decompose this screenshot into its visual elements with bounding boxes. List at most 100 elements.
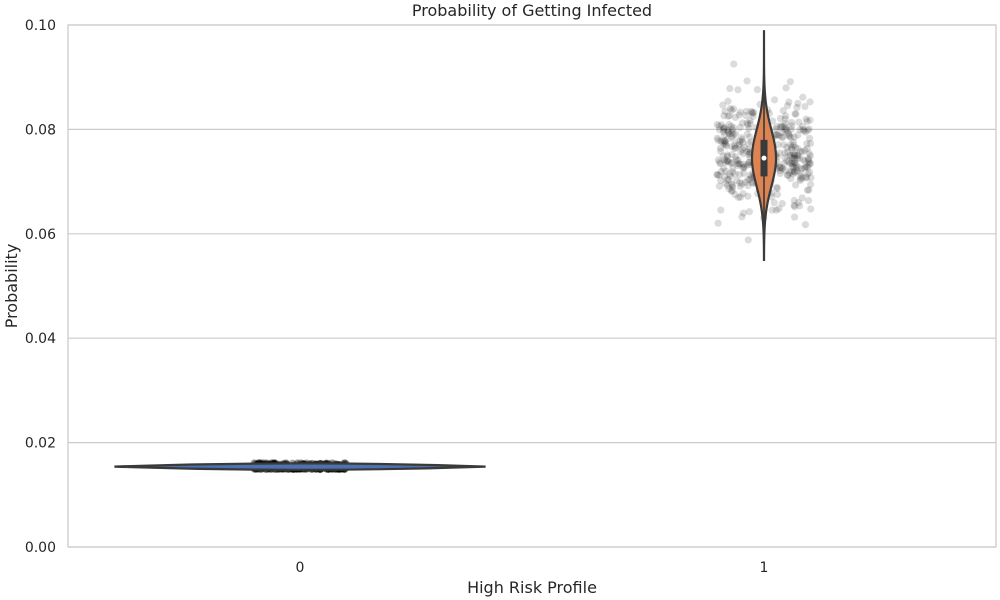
strip-point	[719, 125, 728, 133]
strip-point	[782, 124, 790, 133]
strip-point	[745, 140, 753, 148]
strip-point	[735, 111, 743, 119]
strip-point	[733, 161, 742, 170]
strip-point	[801, 157, 809, 165]
strip-point	[788, 158, 796, 166]
strip-point	[743, 77, 751, 85]
strip-point	[724, 158, 732, 166]
strip-point	[803, 186, 811, 194]
strip-point	[804, 156, 813, 164]
strip-point	[740, 163, 749, 171]
strip-point	[793, 167, 801, 175]
violin-body	[114, 462, 486, 471]
strip-point	[784, 129, 792, 137]
y-tick-label: 0.04	[25, 331, 56, 347]
strip-point	[801, 164, 809, 172]
strip-point	[721, 107, 729, 115]
strip-point	[740, 164, 748, 172]
strip-point	[784, 102, 792, 110]
strip-point	[786, 141, 794, 149]
strip-point	[790, 150, 798, 158]
strip-point	[723, 126, 732, 134]
strip-point	[728, 181, 737, 189]
strip-point	[776, 166, 784, 175]
strip-point	[797, 165, 805, 173]
strip-point	[781, 122, 789, 131]
strip-point	[800, 127, 808, 135]
strip-point	[715, 171, 723, 179]
strip-point	[773, 122, 781, 131]
strip-point	[745, 159, 753, 167]
strip-point	[729, 130, 737, 139]
strip-point	[721, 158, 730, 166]
strip-point	[720, 131, 729, 139]
strip-point	[744, 121, 752, 129]
strip-point	[796, 175, 805, 183]
strip-point	[727, 172, 735, 180]
strip-point	[779, 133, 787, 141]
strip-point	[781, 126, 789, 134]
y-tick-label: 0.06	[25, 227, 56, 243]
strip-point	[778, 165, 787, 173]
strip-point	[805, 186, 813, 194]
strip-point	[745, 208, 753, 216]
strip-point	[794, 163, 802, 172]
strip-point	[737, 134, 746, 142]
strip-point	[807, 205, 815, 213]
strip-point	[790, 201, 798, 209]
strip-point	[721, 137, 729, 145]
strip-point	[743, 130, 751, 138]
strip-point	[730, 105, 738, 113]
strip-point	[726, 104, 734, 113]
strip-point	[724, 128, 733, 137]
strip-point	[790, 196, 798, 205]
strip-point	[750, 108, 758, 116]
strip-point	[792, 110, 800, 118]
strip-point	[794, 145, 802, 153]
strip-point	[718, 137, 726, 146]
strip-point	[785, 98, 793, 106]
x-axis-label: High Risk Profile	[467, 578, 597, 597]
strip-point	[791, 143, 800, 152]
strip-point	[739, 164, 747, 172]
strip-point	[795, 154, 803, 162]
strip-point	[803, 163, 811, 171]
strip-point	[801, 128, 810, 136]
strip-point	[719, 128, 728, 136]
strip-point	[778, 134, 786, 142]
strip-point	[743, 119, 751, 127]
strip-point	[790, 168, 798, 176]
strip-point	[730, 136, 739, 144]
strip-point	[744, 175, 752, 184]
strip-point	[730, 60, 738, 68]
strip-point	[805, 125, 813, 133]
strip-point	[787, 125, 795, 134]
strip-point	[779, 107, 787, 115]
strip-point	[728, 142, 736, 151]
strip-point	[783, 171, 792, 179]
strip-point	[728, 129, 736, 138]
strip-point	[724, 152, 732, 161]
strip-point	[792, 164, 800, 172]
strip-point	[748, 109, 757, 118]
strip-point	[793, 103, 801, 112]
strip-point	[736, 178, 744, 187]
strip-point	[719, 101, 727, 109]
strip-point	[717, 206, 725, 214]
y-tick-label: 0.08	[25, 122, 56, 138]
strip-point	[715, 122, 723, 130]
strip-point	[794, 99, 802, 108]
strip-point	[744, 182, 752, 190]
strip-point	[739, 190, 747, 198]
strip-point	[731, 130, 740, 138]
strip-point	[804, 197, 813, 205]
strip-point	[728, 164, 737, 172]
strip-point	[745, 145, 753, 153]
strip-point	[736, 137, 744, 145]
strip-point	[788, 167, 796, 176]
strip-point	[746, 119, 754, 128]
strip-point	[788, 163, 796, 171]
strip-point	[739, 209, 748, 217]
strip-point	[786, 78, 794, 86]
strip-point	[736, 193, 745, 201]
